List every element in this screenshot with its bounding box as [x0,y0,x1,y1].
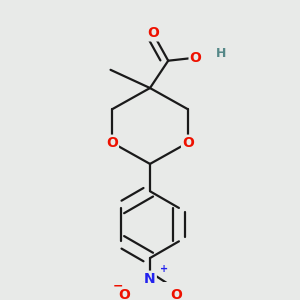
Text: H: H [216,47,226,60]
Text: O: O [118,288,130,300]
Text: −: − [113,280,123,293]
Text: O: O [182,136,194,150]
Text: O: O [147,26,159,40]
Text: N: N [144,272,156,286]
Text: +: + [160,264,168,274]
Text: O: O [106,136,118,150]
Text: O: O [190,51,202,65]
Text: O: O [170,288,182,300]
